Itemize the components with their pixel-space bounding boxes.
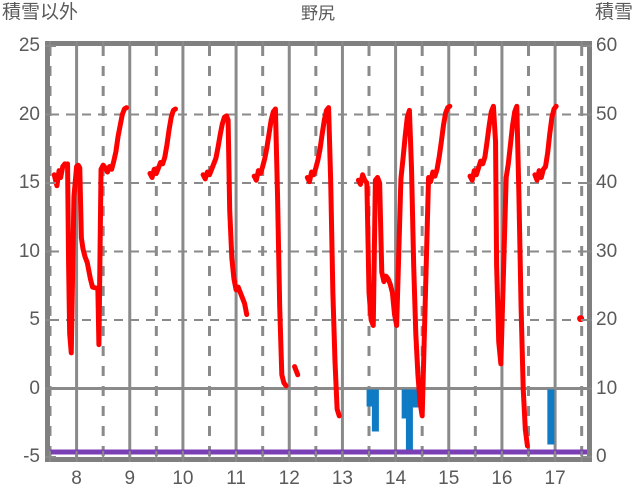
y-tick-right: 30 bbox=[596, 240, 618, 262]
x-tick: 13 bbox=[331, 468, 353, 489]
temperature-line-segment bbox=[200, 113, 250, 318]
precipitation-bar bbox=[401, 389, 409, 419]
temperature-point bbox=[577, 315, 585, 323]
y-tick-left: -5 bbox=[23, 446, 40, 467]
x-tick: 17 bbox=[544, 468, 566, 489]
y-tick-right: 60 bbox=[596, 35, 618, 56]
temperature-line-segment bbox=[467, 103, 530, 449]
plot-area bbox=[45, 41, 592, 462]
x-tick: 12 bbox=[278, 468, 300, 489]
temperature-line-segment bbox=[51, 105, 130, 356]
y-tick-right: 50 bbox=[596, 103, 618, 125]
y-tick-left: 15 bbox=[18, 172, 40, 193]
precipitation-bar bbox=[371, 389, 379, 432]
right-axis-caption: 積雪 bbox=[594, 2, 633, 23]
y-tick-left: 0 bbox=[29, 377, 40, 399]
temperature-line-segment bbox=[147, 106, 178, 181]
temperature-line-segment bbox=[532, 103, 559, 183]
y-tick-right: 10 bbox=[596, 377, 618, 399]
temperature-line-segment bbox=[355, 103, 453, 419]
x-tick: 15 bbox=[438, 468, 460, 489]
temperature-line-segment bbox=[251, 106, 289, 389]
x-tick: 9 bbox=[124, 468, 136, 489]
precipitation-bar bbox=[366, 389, 374, 407]
x-tick: 16 bbox=[491, 468, 513, 489]
precipitation-bar bbox=[405, 389, 413, 453]
temperature-line-segment bbox=[304, 105, 342, 419]
x-tick: 11 bbox=[226, 468, 246, 489]
temperature-line-segment bbox=[292, 364, 301, 378]
x-tick: 10 bbox=[172, 468, 194, 489]
x-tick: 8 bbox=[71, 468, 82, 489]
y-tick-left: 25 bbox=[18, 35, 40, 56]
precipitation-bar bbox=[547, 389, 555, 445]
y-tick-left: 5 bbox=[29, 309, 40, 330]
y-tick-right: 0 bbox=[596, 446, 607, 467]
left-axis-caption: 積雪以外 bbox=[2, 2, 79, 23]
precipitation-bar bbox=[412, 389, 420, 408]
plot-canvas bbox=[50, 46, 587, 457]
y-tick-left: 20 bbox=[18, 103, 40, 125]
x-tick: 14 bbox=[385, 468, 407, 489]
y-tick-right: 40 bbox=[596, 172, 618, 193]
y-tick-left: 10 bbox=[18, 240, 40, 262]
y-tick-right: 20 bbox=[596, 309, 618, 330]
chart-title: 野尻 bbox=[301, 4, 335, 23]
